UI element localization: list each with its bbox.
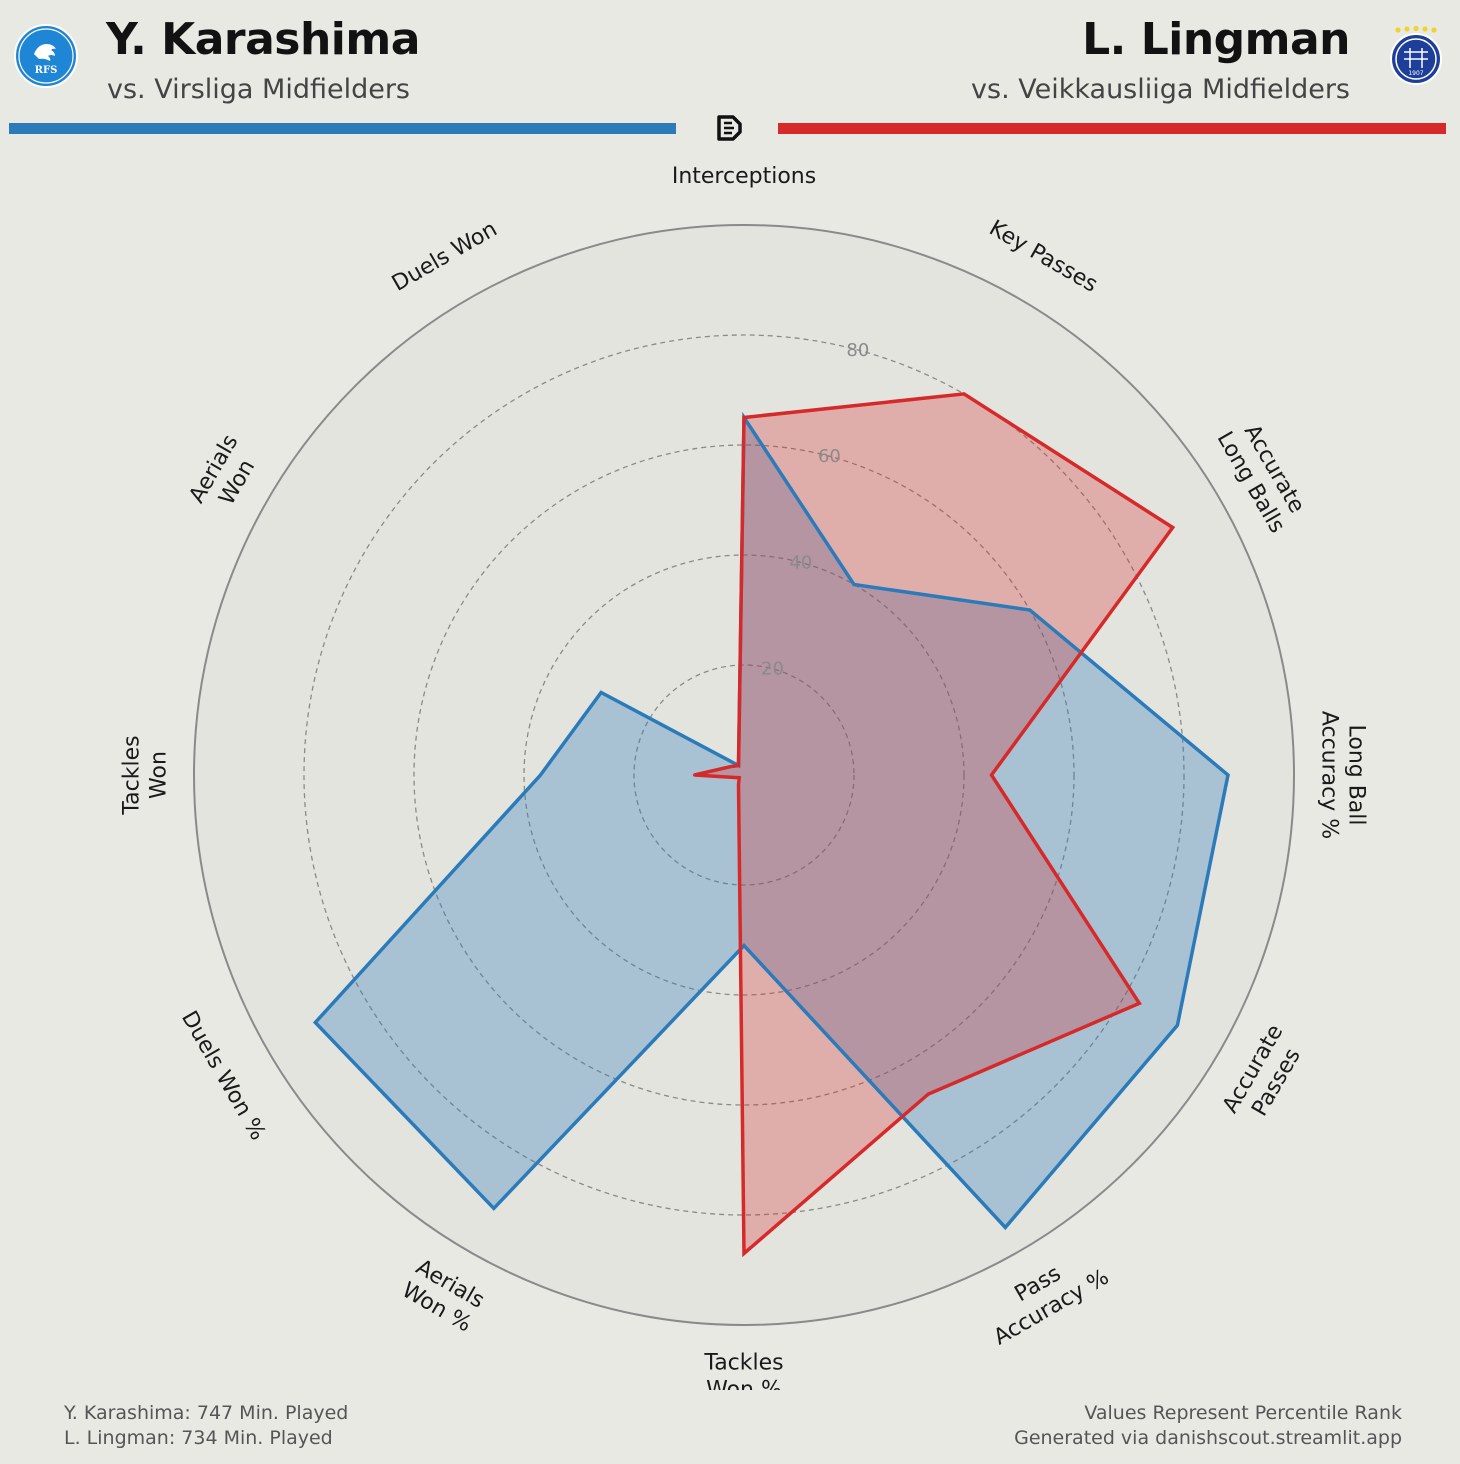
radar-grid-ring [633,664,855,886]
radar-data-point [926,1092,930,1096]
radar-data-point [737,776,741,780]
radar-outer-ring [193,224,1295,1326]
radar-axis-label-group: Tackles Won % [703,1351,783,1391]
minutes-played-right: L. Lingman: 734 Min. Played [64,1427,333,1449]
radar-grid-ring [413,444,1075,1106]
radar-axis-label: Duels Won [388,217,502,297]
radar-grid-ring [523,554,965,996]
radar-axis-label: Interceptions [672,164,816,189]
comparison-group-left: vs. Virsliga Midfielders [107,74,410,105]
radar-axis-label-group: Interceptions [672,164,816,189]
player-name-right: L. Lingman [1082,14,1350,65]
radar-data-point [693,773,696,777]
player-color-bar-right [778,123,1446,134]
radar-ring-label: 40 [789,552,812,573]
radar-grid-ring [303,334,1185,1216]
radar-data-point [962,392,966,396]
radar-data-point [728,765,732,769]
svg-text:RFS: RFS [35,65,58,76]
radar-data-point [990,773,993,777]
radar-data-point [742,1252,746,1255]
radar-data-point [599,691,603,694]
radar-data-point [1171,526,1175,529]
radar-axis-label: Key Passes [985,216,1102,298]
radar-axis-label-group: Duels Won [388,217,502,297]
percentile-note: Values Represent Percentile Rank [1084,1402,1402,1424]
radar-axis-label: Accuracy % [1317,711,1342,839]
comparison-group-right: vs. Veikkausliiga Midfielders [971,74,1350,105]
radar-data-point [492,1206,496,1210]
radar-data-point [1137,1001,1141,1005]
credit-note: Generated via danishscout.streamlit.app [1014,1427,1402,1449]
radar-axis-label-group: Key Passes [985,216,1102,298]
minutes-played-left: Y. Karashima: 747 Min. Played [64,1402,349,1424]
radar-data-point [1003,1226,1007,1229]
radar-data-point [1175,1023,1179,1027]
radar-data-point [742,944,746,947]
radar-axis-label: Tackles [120,735,145,815]
radar-axis-label: Long Ball [1344,724,1369,825]
player-color-bar-left [9,123,676,134]
radar-data-point [742,416,746,419]
radar-axis-label: Won [147,751,172,799]
radar-ring-label: 80 [846,340,869,361]
radar-data-point [737,783,740,786]
danishscout-logo-icon [717,115,742,141]
rfs-crest-icon: RFS [14,24,78,88]
radar-axis-label-group: Tackles Won [120,735,172,815]
radar-ring-label: 60 [818,446,841,467]
radar-data-point [313,1021,317,1024]
hjk-crest-icon: 1907 [1390,25,1442,85]
svg-text:1907: 1907 [1408,70,1423,77]
radar-data-point [1226,773,1230,777]
radar-series-fill [315,417,1228,1228]
radar-ring-label: 20 [761,659,784,680]
minutes-played-note: Y. Karashima: 747 Min. Played L. Lingman… [64,1401,348,1451]
radar-data-point [1028,608,1032,612]
source-note: Values Represent Percentile Rank Generat… [1014,1401,1402,1451]
radar-data-point [852,583,856,586]
radar-axis-label: Tackles [703,1351,783,1376]
player-name-left: Y. Karashima [106,14,420,65]
radar-data-point [737,764,740,767]
radar-data-point [539,773,542,777]
radar-axis-label: Won % [706,1378,782,1391]
